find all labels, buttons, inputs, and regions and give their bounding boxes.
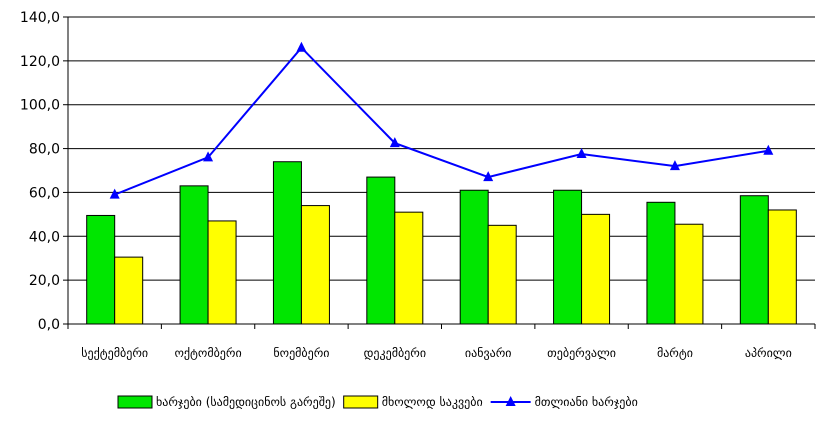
y-tick-label: 20,0: [29, 273, 60, 289]
bar-food: [394, 211, 424, 325]
x-tick-label: ოქტომბერი: [174, 346, 241, 360]
y-tick-label: 60,0: [29, 185, 60, 201]
legend-swatch-food: [343, 395, 379, 409]
y-tick-label: 140,0: [20, 10, 60, 26]
bar-food: [114, 256, 144, 325]
total-point: [296, 41, 307, 52]
y-tick-label: 100,0: [20, 98, 60, 114]
bar-food: [581, 213, 611, 325]
total-point: [576, 148, 587, 159]
legend-marker: [505, 396, 516, 406]
bar-food: [207, 220, 237, 325]
x-tick-label: სექტემბერი: [81, 346, 148, 360]
total-line: [114, 46, 769, 196]
legend-label: მხოლოდ საკვები: [382, 395, 483, 409]
y-tick-label: 80,0: [29, 142, 60, 158]
bar-expenses: [272, 161, 302, 325]
total-point: [109, 188, 120, 199]
total-point: [763, 144, 774, 155]
x-tick-label: ნოემბერი: [273, 346, 329, 360]
legend-swatch-expenses: [117, 395, 153, 409]
bar-food: [487, 224, 517, 325]
bar-food: [674, 223, 704, 325]
y-tick-label: 120,0: [20, 54, 60, 70]
bar-food: [300, 205, 330, 325]
y-tick-label: 0,0: [38, 317, 60, 333]
legend-label: ხარჯები (სამედიცინოს გარეშე): [156, 395, 336, 409]
bar-expenses: [366, 176, 396, 325]
total-point: [669, 160, 680, 171]
bar-expenses: [553, 189, 583, 325]
bar-expenses: [646, 201, 676, 325]
x-tick-label: მარტი: [657, 346, 693, 360]
bar-expenses: [459, 189, 489, 325]
bar-expenses: [179, 185, 209, 325]
total-point: [389, 137, 400, 148]
y-tick-label: 40,0: [29, 229, 60, 245]
legend-label: მთლიანი ხარჯები: [535, 395, 638, 409]
bar-expenses: [86, 214, 116, 325]
bar-expenses: [739, 195, 769, 325]
x-tick-label: თებერვალი: [547, 346, 616, 360]
bar-food: [767, 209, 797, 325]
total-point: [483, 171, 494, 182]
x-tick-label: იანვარი: [465, 346, 512, 360]
x-tick-label: დეკემბერი: [364, 346, 426, 360]
total-point: [203, 151, 214, 162]
x-tick-label: აპრილი: [745, 346, 792, 360]
